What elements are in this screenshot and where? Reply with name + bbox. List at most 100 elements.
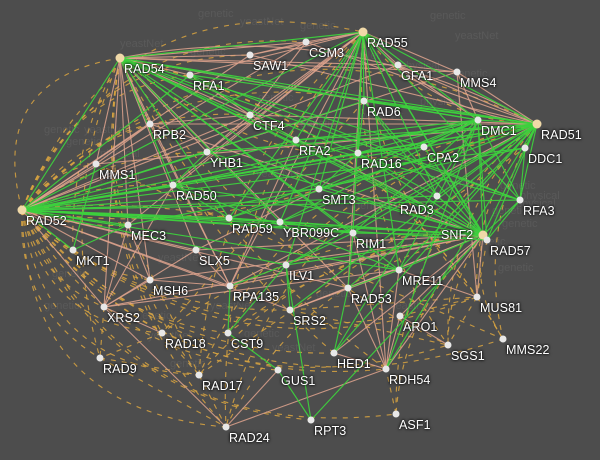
- node-msh6[interactable]: [146, 276, 154, 284]
- edge-genetic: [119, 57, 449, 346]
- node-rad3[interactable]: [433, 192, 441, 200]
- edge-genetic: [21, 209, 163, 334]
- node-rad18[interactable]: [158, 329, 166, 337]
- edge-coexpression: [477, 119, 538, 125]
- edge-genetic: [99, 332, 163, 359]
- node-rad6[interactable]: [360, 97, 368, 105]
- node-rad55[interactable]: [358, 27, 368, 37]
- node-rim1[interactable]: [349, 229, 357, 237]
- node-rad9[interactable]: [96, 354, 104, 362]
- node-ddc1[interactable]: [521, 144, 529, 152]
- node-rad50[interactable]: [169, 181, 177, 189]
- node-dmc1[interactable]: [474, 116, 482, 124]
- node-rad59[interactable]: [225, 214, 233, 222]
- node-srs2[interactable]: [286, 306, 294, 314]
- edge-physical: [119, 54, 251, 59]
- edge-physical: [95, 123, 151, 165]
- edge-physical: [21, 209, 105, 308]
- edge-genetic: [225, 234, 484, 428]
- node-cpa2[interactable]: [420, 143, 428, 151]
- edge-physical: [397, 64, 479, 121]
- node-rpa135[interactable]: [226, 282, 234, 290]
- edge-genetic: [21, 209, 478, 330]
- edge-coexpression: [385, 123, 538, 370]
- edge-coexpression: [362, 31, 479, 121]
- edge-coexpression: [279, 221, 354, 234]
- edge-coexpression: [21, 151, 208, 211]
- edge-genetic: [161, 100, 365, 334]
- node-xrs2[interactable]: [100, 303, 108, 311]
- edge-coexpression: [172, 119, 479, 186]
- edge-physical: [21, 209, 349, 289]
- node-yhb1[interactable]: [203, 148, 211, 156]
- node-rfa2[interactable]: [292, 136, 300, 144]
- node-saw1[interactable]: [246, 51, 254, 59]
- node-rdh54[interactable]: [382, 365, 390, 373]
- edge-genetic: [21, 209, 74, 251]
- edge-coexpression: [119, 57, 297, 141]
- node-asf1[interactable]: [392, 410, 400, 418]
- edge-genetic: [385, 368, 397, 415]
- node-rad16[interactable]: [354, 149, 362, 157]
- node-rad17[interactable]: [195, 371, 203, 379]
- node-cst9[interactable]: [224, 329, 232, 337]
- edge-coexpression: [423, 119, 479, 148]
- node-gfa1[interactable]: [394, 61, 402, 69]
- node-ctf4[interactable]: [246, 111, 254, 119]
- edge-coexpression: [363, 100, 479, 121]
- node-gus1[interactable]: [274, 366, 282, 374]
- edge-physical: [206, 31, 364, 153]
- edge-genetic: [21, 113, 251, 211]
- node-rad54[interactable]: [115, 53, 125, 63]
- edge-physical: [95, 57, 121, 165]
- edge-physical: [399, 315, 449, 346]
- node-ilv1[interactable]: [282, 261, 290, 269]
- edge-physical: [362, 31, 387, 370]
- node-rpt3[interactable]: [307, 416, 315, 424]
- edge-genetic: [479, 234, 504, 340]
- node-rad52[interactable]: [17, 205, 27, 215]
- edge-physical: [21, 209, 151, 281]
- edge-coexpression: [357, 152, 438, 197]
- node-slx5[interactable]: [192, 246, 200, 254]
- node-sgs1[interactable]: [444, 341, 452, 349]
- node-mms4[interactable]: [453, 68, 461, 76]
- node-rad53[interactable]: [344, 284, 352, 292]
- node-rad24[interactable]: [222, 423, 230, 431]
- edge-coexpression: [436, 195, 484, 236]
- edge-coexpression: [119, 31, 364, 59]
- node-rad57[interactable]: [483, 236, 491, 244]
- edge-physical: [347, 287, 387, 370]
- node-mec3[interactable]: [124, 221, 132, 229]
- node-mms22[interactable]: [499, 335, 507, 343]
- edge-coexpression: [519, 147, 526, 201]
- node-csm3[interactable]: [302, 38, 310, 46]
- edge-coexpression: [352, 119, 479, 234]
- edge-physical: [119, 57, 151, 281]
- node-rfa1[interactable]: [186, 71, 194, 79]
- edge-coexpression: [119, 57, 281, 223]
- node-mms1[interactable]: [92, 160, 100, 168]
- node-rad51[interactable]: [532, 119, 542, 129]
- edge-coexpression: [172, 184, 484, 236]
- edge-coexpression: [172, 151, 208, 186]
- edge-coexpression: [295, 123, 538, 141]
- edge-genetic: [95, 163, 504, 340]
- node-ybr099c[interactable]: [276, 218, 284, 226]
- node-mre11[interactable]: [395, 266, 403, 274]
- edge-genetic: [21, 209, 397, 419]
- node-rpb2[interactable]: [146, 120, 154, 128]
- edge-genetic: [72, 57, 121, 251]
- node-rfa3[interactable]: [516, 196, 524, 204]
- edge-coexpression: [285, 264, 312, 421]
- edge-coexpression: [285, 234, 484, 266]
- node-mkt1[interactable]: [69, 246, 77, 254]
- node-smt3[interactable]: [315, 185, 323, 193]
- node-mus81[interactable]: [473, 293, 481, 301]
- node-aro1[interactable]: [396, 312, 404, 320]
- edge-coexpression: [333, 287, 349, 354]
- edge-physical: [103, 224, 129, 308]
- node-hed1[interactable]: [330, 349, 338, 357]
